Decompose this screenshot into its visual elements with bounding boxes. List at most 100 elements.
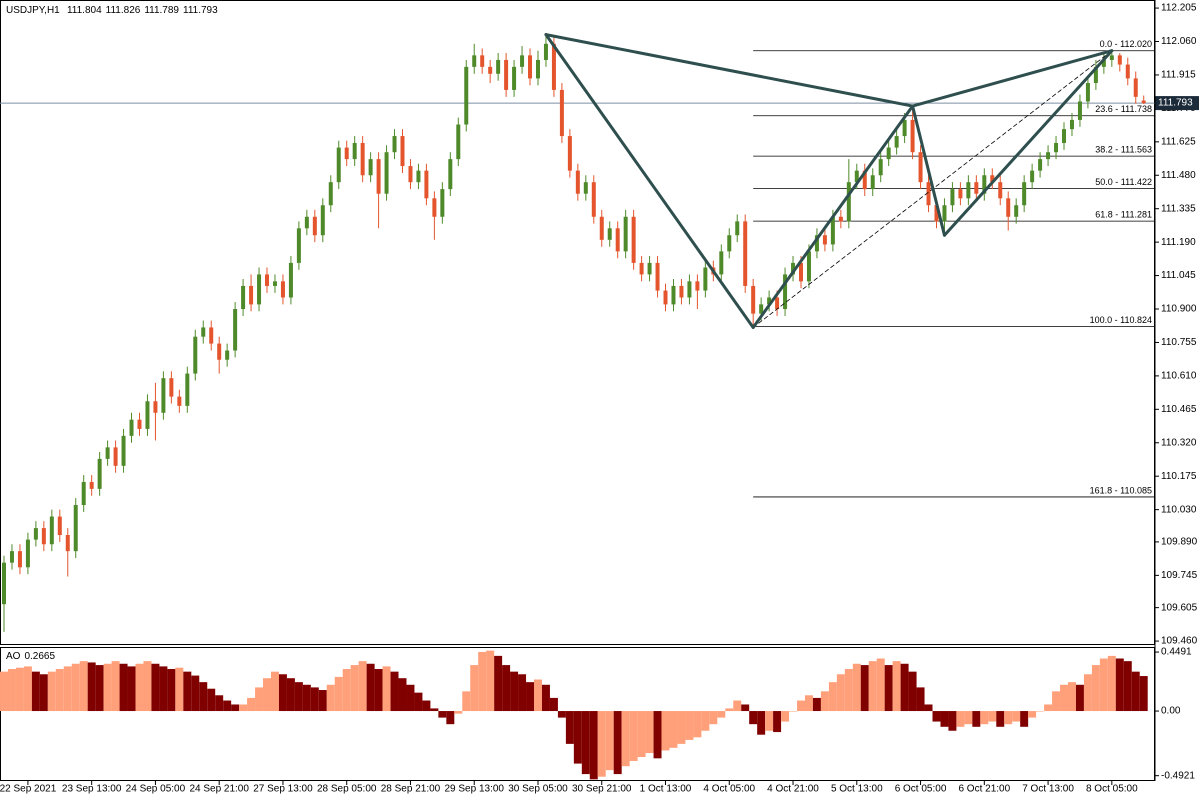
candle-body xyxy=(966,182,971,199)
candle-body xyxy=(185,373,190,406)
ao-bar xyxy=(334,676,343,712)
fib-label: 61.8 - 111.281 xyxy=(1095,210,1152,220)
ao-bar xyxy=(1091,665,1100,712)
ao-bar xyxy=(820,691,829,712)
candle-body xyxy=(902,119,907,137)
price-panel-frame xyxy=(0,0,1155,645)
candle-body xyxy=(456,124,461,160)
candle-body xyxy=(97,458,102,489)
ao-bar xyxy=(645,711,654,754)
candle-body xyxy=(791,262,796,275)
candle-body xyxy=(488,66,493,74)
ao-bar xyxy=(900,663,909,712)
candle-body xyxy=(854,170,859,183)
candle-body xyxy=(655,262,660,291)
last-close: 111.793 xyxy=(183,5,218,16)
ao-bar xyxy=(677,711,686,744)
y-tick-label: 110.755 xyxy=(1161,337,1197,348)
candle-body xyxy=(209,327,214,344)
candle-body xyxy=(735,221,740,236)
candle-body xyxy=(129,419,134,436)
price-box xyxy=(1155,96,1199,111)
candle-body xyxy=(870,175,875,190)
ao-bar xyxy=(932,711,941,722)
candle-body xyxy=(249,285,254,305)
ao-bar xyxy=(749,711,758,725)
candle-body xyxy=(121,435,126,466)
candle-body xyxy=(528,55,533,79)
y-tick-label: 110.175 xyxy=(1161,471,1197,482)
candle-body xyxy=(1133,78,1138,97)
ao-bar xyxy=(573,711,582,764)
ao-bar xyxy=(892,661,901,712)
candle-body xyxy=(241,285,246,310)
candle-body xyxy=(886,147,891,160)
candle-body xyxy=(432,198,437,217)
candle-body xyxy=(217,343,222,360)
candle-body xyxy=(17,551,22,568)
fib-label: 23.6 - 111.738 xyxy=(1095,104,1152,114)
ao-bar xyxy=(765,711,774,731)
ao-bar xyxy=(701,711,710,731)
ao-bar xyxy=(111,661,120,712)
candle-body xyxy=(703,267,708,291)
ao-bar xyxy=(557,711,566,718)
ao-bar xyxy=(789,711,798,712)
ao-bar xyxy=(430,708,439,712)
candle-body xyxy=(81,481,86,506)
candle-body xyxy=(671,285,676,305)
candle-body xyxy=(49,516,54,545)
candle-body xyxy=(201,327,206,337)
ao-bar xyxy=(589,711,598,780)
last-high: 111.826 xyxy=(106,5,141,16)
candle-body xyxy=(296,228,301,263)
candle-body xyxy=(822,235,827,245)
ao-bar xyxy=(988,711,997,722)
candle-body xyxy=(727,235,732,252)
y-tick-label: 111.045 xyxy=(1161,270,1196,281)
y-tick-label: 110.030 xyxy=(1161,504,1197,515)
candle-body xyxy=(838,216,843,222)
candle-body xyxy=(225,350,230,360)
x-tick-label: 28 Sep 21:00 xyxy=(381,784,441,795)
candle-body xyxy=(9,551,14,563)
candle-body xyxy=(878,159,883,176)
ao-bar xyxy=(725,708,734,712)
fib-label: 100.0 - 110.824 xyxy=(1090,315,1152,325)
candle-body xyxy=(846,182,851,222)
candle-body xyxy=(344,147,349,160)
ao-bar xyxy=(278,674,287,712)
ao-bar xyxy=(709,711,718,725)
ao-bar xyxy=(207,688,216,712)
ao-bar xyxy=(143,661,152,712)
candle-body xyxy=(751,285,756,314)
candle-body xyxy=(384,152,389,194)
ao-bar xyxy=(621,711,630,767)
ao-bar xyxy=(876,658,885,712)
ao-bar xyxy=(613,711,622,775)
ao-bar xyxy=(844,669,853,712)
ao-bar xyxy=(294,682,303,712)
ao-bar xyxy=(390,671,399,712)
ao-bar xyxy=(534,679,542,712)
last-open: 111.804 xyxy=(67,5,102,16)
ao-bar xyxy=(15,667,24,712)
ao-bar xyxy=(398,678,407,712)
candle-body xyxy=(1022,182,1027,206)
candle-body xyxy=(942,205,947,222)
candle-body xyxy=(408,166,413,183)
y-tick-label: 110.900 xyxy=(1161,304,1197,315)
ao-bar xyxy=(270,671,279,712)
candle-body xyxy=(440,189,445,217)
ao-bar xyxy=(972,711,981,727)
ao-bar xyxy=(454,711,463,714)
candle-body xyxy=(57,516,62,536)
ao-bar xyxy=(239,704,248,712)
ao-bar xyxy=(1028,711,1037,718)
candle-body xyxy=(767,297,772,305)
x-tick-label: 6 Oct 05:00 xyxy=(895,784,947,795)
candle-body xyxy=(512,66,517,90)
candle-body xyxy=(1069,119,1074,130)
ao-bar xyxy=(175,667,184,712)
ao-bar xyxy=(1067,682,1076,712)
